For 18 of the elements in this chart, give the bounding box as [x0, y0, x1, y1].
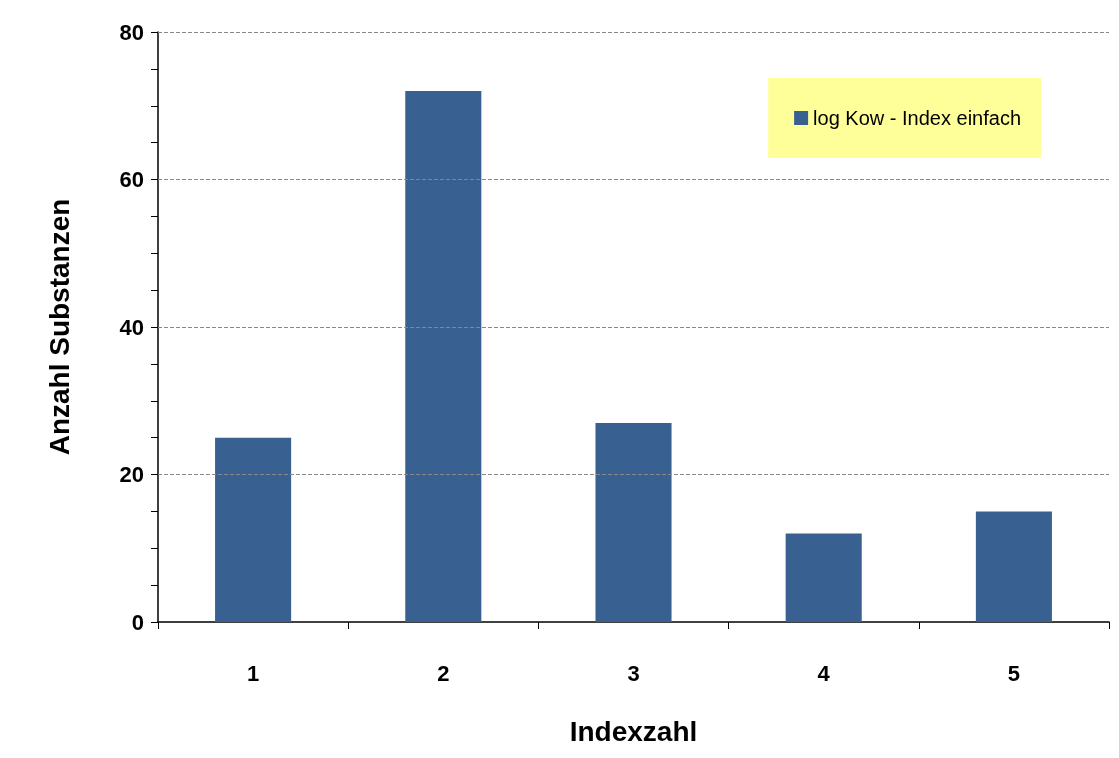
- x-tick-label: 5: [1007, 660, 1021, 686]
- y-axis-title: Anzahl Substanzen: [43, 198, 75, 456]
- x-tick-label: 3: [627, 660, 640, 686]
- x-tick-label: 1: [246, 660, 260, 686]
- y-tick-label: 20: [119, 462, 144, 487]
- y-tick-label: 40: [119, 314, 144, 340]
- x-axis-title: Indexzahl: [569, 715, 698, 747]
- x-tick-label: 4: [817, 660, 831, 686]
- x-tick-label: 2: [437, 660, 450, 686]
- bar: [405, 91, 482, 622]
- bar: [975, 511, 1052, 622]
- y-tick-label: 80: [119, 19, 144, 45]
- bar: [595, 422, 672, 622]
- bar: [215, 437, 292, 622]
- y-tick-label: 0: [131, 609, 144, 635]
- legend-label: log Kow - Index einfach: [813, 107, 1022, 129]
- bar: [785, 533, 862, 622]
- y-tick-label: 60: [119, 167, 144, 192]
